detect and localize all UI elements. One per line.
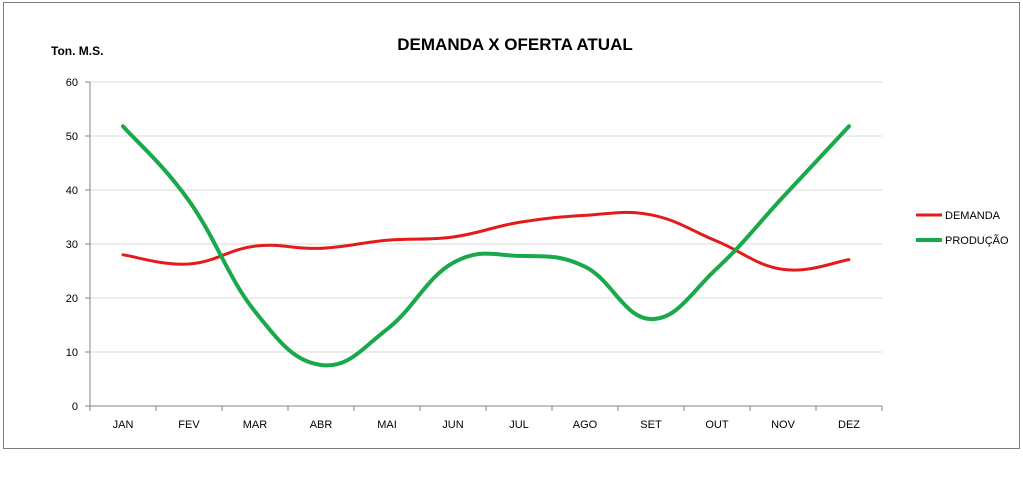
legend-label-producao: PRODUÇÃO bbox=[945, 234, 1009, 247]
x-tick-label: NOV bbox=[771, 419, 796, 431]
x-tick-label: FEV bbox=[178, 419, 200, 431]
data-point-producao-abr bbox=[320, 363, 323, 366]
data-point-demanda-fev bbox=[188, 262, 191, 265]
data-point-demanda-jul bbox=[518, 221, 521, 224]
data-point-demanda-mai bbox=[386, 239, 389, 242]
x-tick-label: JUL bbox=[509, 419, 529, 431]
x-tick-label: DEZ bbox=[838, 419, 860, 431]
data-point-producao-jun bbox=[452, 261, 455, 264]
data-point-producao-mai bbox=[386, 328, 389, 331]
x-tick-label: JUN bbox=[442, 419, 463, 431]
x-tick-label: OUT bbox=[705, 419, 729, 431]
x-tick-label: MAI bbox=[377, 419, 397, 431]
series-line-producao bbox=[121, 124, 851, 368]
data-point-producao-out bbox=[716, 267, 719, 270]
y-tick-label: 0 bbox=[72, 401, 78, 413]
data-point-demanda-nov bbox=[782, 268, 785, 271]
y-tick-label: 10 bbox=[66, 347, 78, 359]
y-tick-label: 50 bbox=[66, 131, 78, 143]
chart-title: DEMANDA X OFERTA ATUAL bbox=[397, 35, 632, 54]
data-point-demanda-dez bbox=[848, 258, 851, 261]
y-axis-label: Ton. M.S. bbox=[51, 44, 103, 58]
x-tick-label: JAN bbox=[113, 419, 134, 431]
data-point-producao-ago bbox=[584, 265, 587, 268]
data-point-producao-set bbox=[650, 318, 653, 321]
series-line-demanda bbox=[121, 210, 851, 272]
y-tick-label: 20 bbox=[66, 293, 78, 305]
line-chart: DEMANDA X OFERTA ATUAL Ton. M.S. 0 10 20 30 40… bbox=[51, 35, 1009, 431]
legend-label-demanda: DEMANDA bbox=[945, 210, 1001, 222]
x-tick-label: SET bbox=[640, 419, 662, 431]
data-point-demanda-set bbox=[650, 213, 653, 216]
y-tick-label: 60 bbox=[66, 77, 78, 89]
data-point-demanda-ago bbox=[584, 214, 587, 217]
x-tick-label: AGO bbox=[573, 419, 598, 431]
data-point-demanda-jun bbox=[452, 235, 455, 238]
y-tick-label: 30 bbox=[66, 239, 78, 251]
data-point-demanda-out bbox=[716, 240, 719, 243]
data-point-producao-jul bbox=[518, 254, 521, 257]
chart-frame: DEMANDA X OFERTA ATUAL Ton. M.S. 0 10 20 30 40… bbox=[3, 2, 1020, 449]
data-point-producao-nov bbox=[782, 196, 785, 199]
data-point-producao-mar bbox=[254, 310, 257, 313]
x-tick-label: MAR bbox=[243, 419, 268, 431]
data-point-demanda-jan bbox=[122, 253, 125, 256]
data-point-demanda-mar bbox=[254, 245, 257, 248]
y-tick-label: 40 bbox=[66, 185, 78, 197]
data-point-demanda-abr bbox=[320, 247, 323, 250]
data-point-producao-dez bbox=[848, 125, 851, 128]
data-point-producao-fev bbox=[188, 199, 191, 202]
data-point-producao-jan bbox=[122, 125, 125, 128]
x-tick-label: ABR bbox=[310, 419, 333, 431]
